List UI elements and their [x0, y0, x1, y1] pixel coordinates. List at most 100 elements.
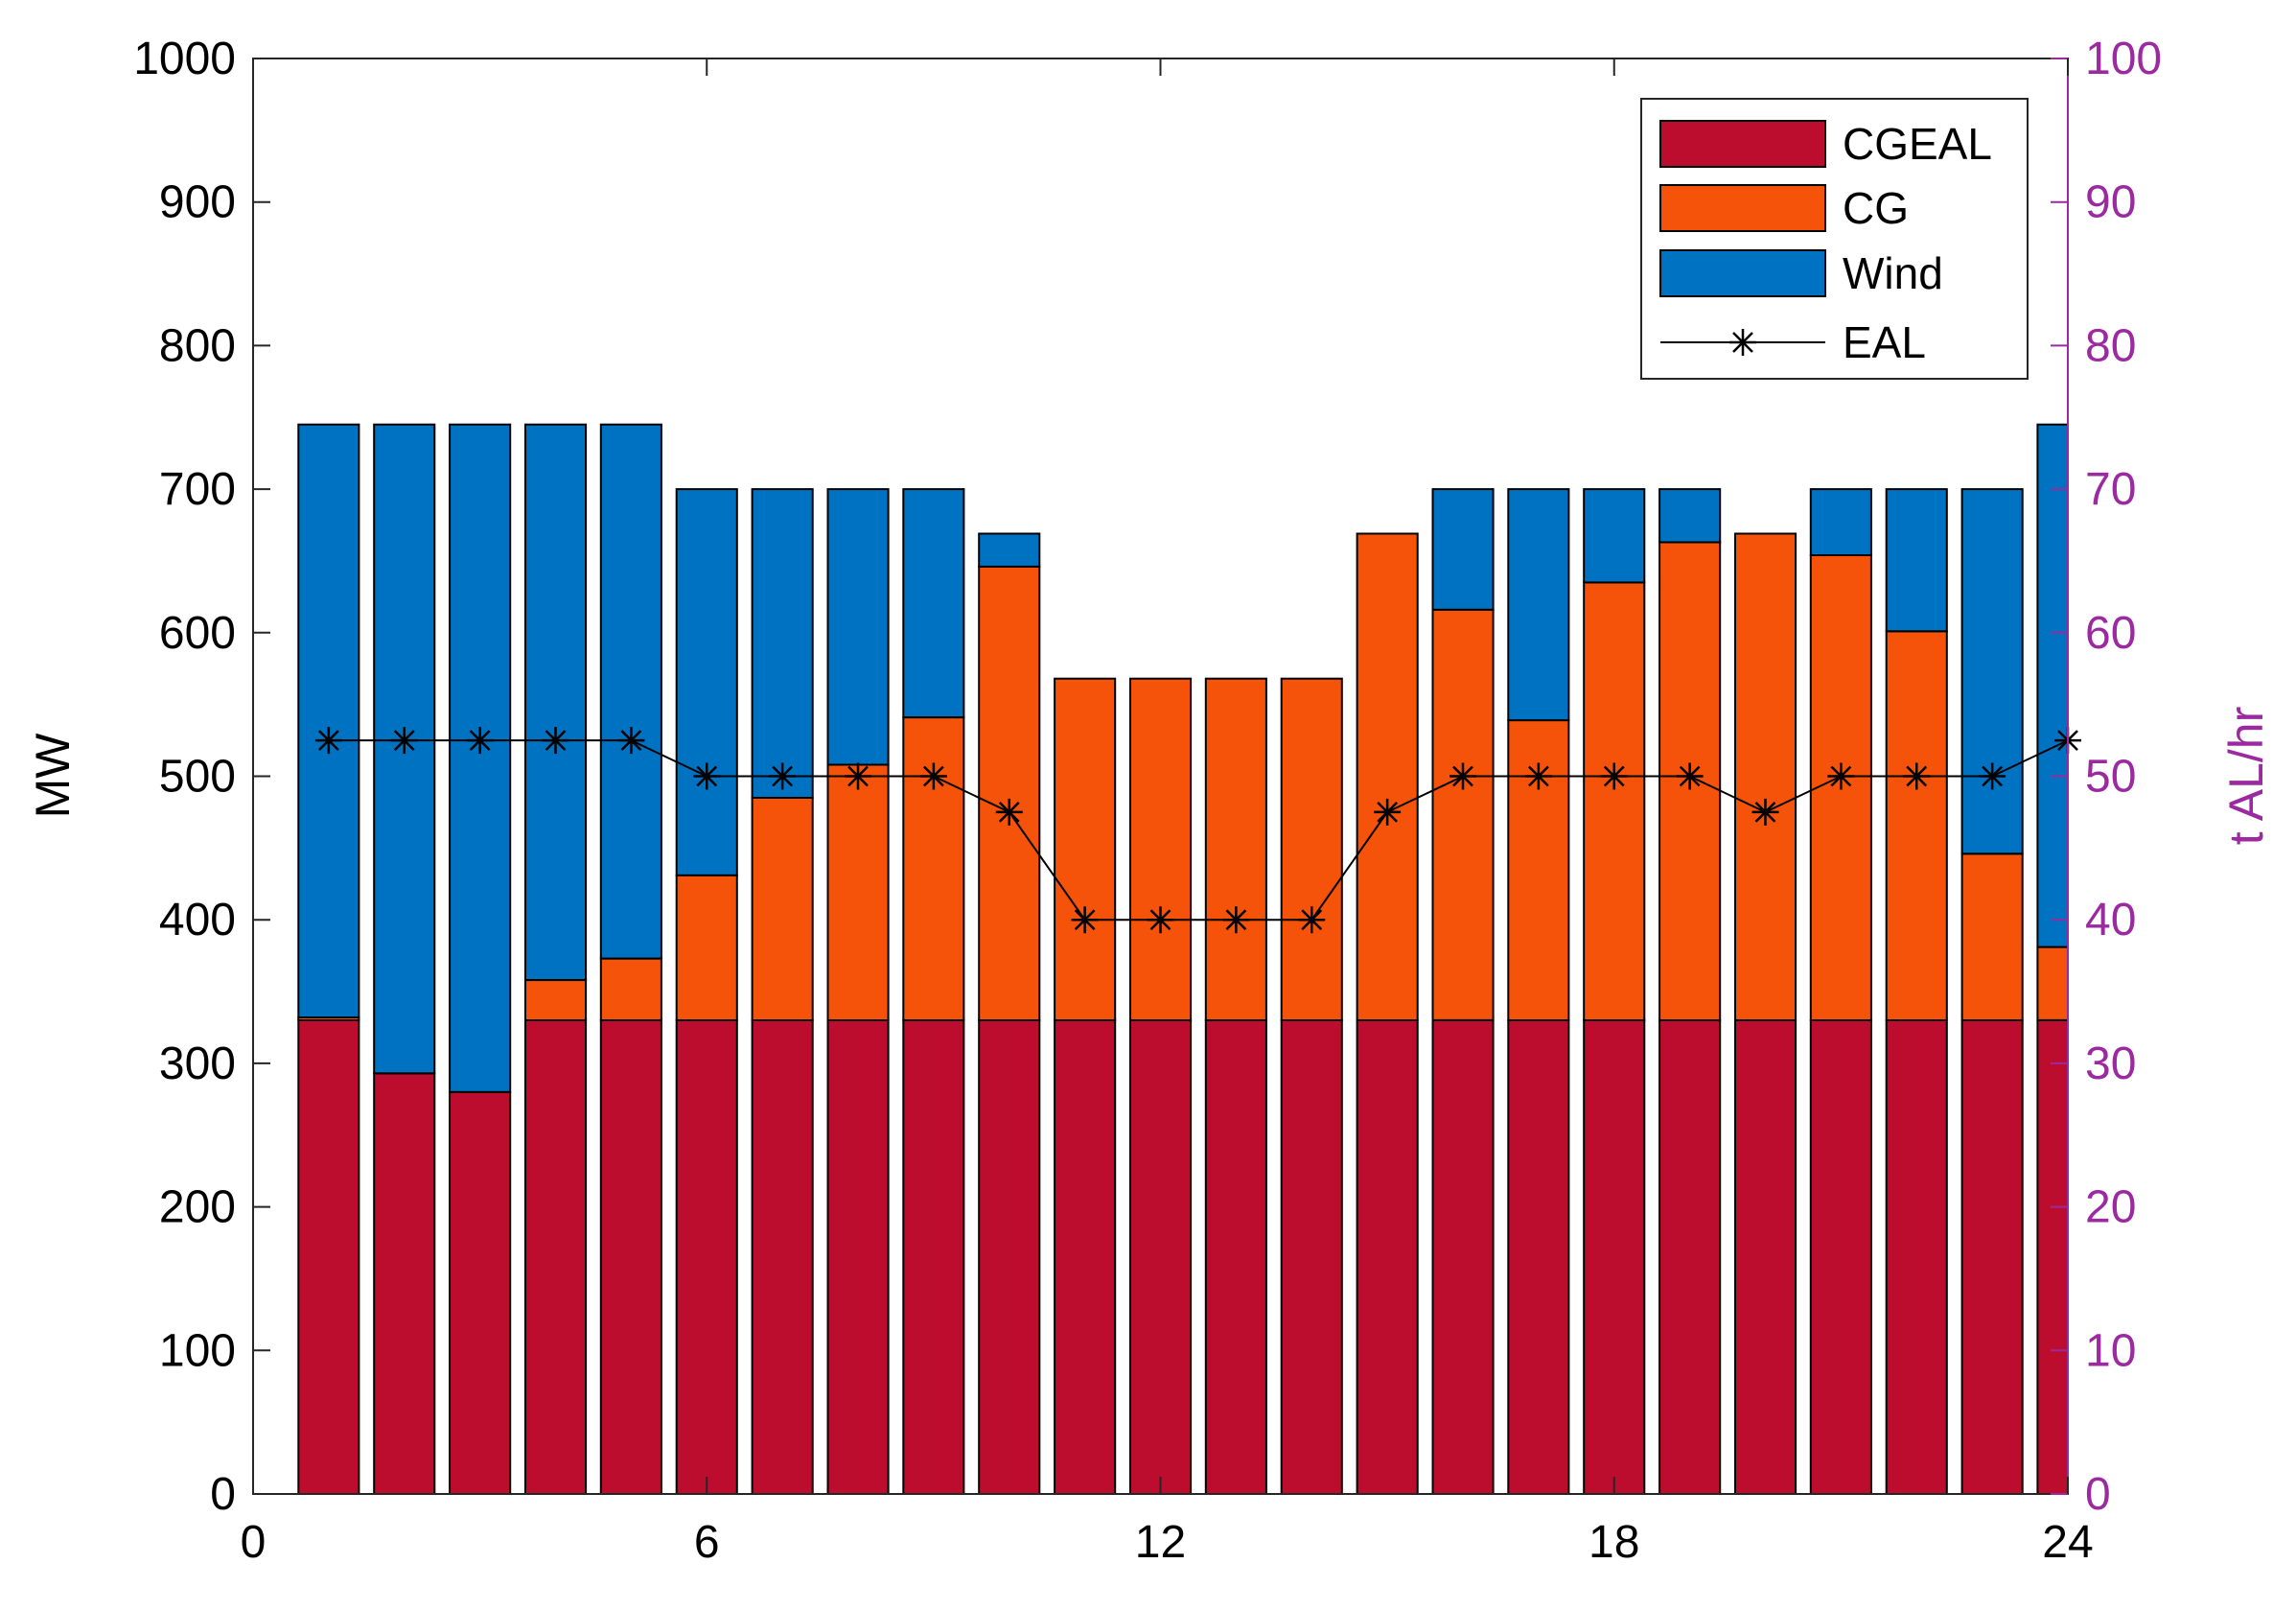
eal-point-7	[769, 762, 797, 790]
eal-line-layer	[314, 727, 2081, 934]
legend: CGEAL CG Wind EAL	[1640, 98, 2029, 380]
y2-tick-label: 50	[2085, 752, 2136, 803]
bar-cgeal-22	[1885, 1019, 1948, 1495]
bar-wind-7	[751, 488, 814, 799]
y2-tick-label: 60	[2085, 608, 2136, 659]
bar-cgeal-7	[751, 1019, 814, 1495]
y2-tick-label: 0	[2085, 1469, 2111, 1520]
bar-cgeal-23	[1960, 1019, 2024, 1495]
bar-cg-20	[1734, 532, 1797, 1021]
y-tick-label: 400	[159, 895, 236, 945]
eal-point-20	[1751, 798, 1779, 826]
y-tick-label: 1000	[133, 34, 236, 84]
bar-wind-5	[599, 423, 662, 960]
bar-cg-11	[1054, 677, 1117, 1021]
bar-cgeal-10	[978, 1019, 1041, 1495]
bar-cg-23	[1960, 852, 2024, 1021]
bar-cgeal-11	[1054, 1019, 1117, 1495]
bar-cgeal-24	[2036, 1019, 2069, 1495]
bar-cg-9	[902, 716, 965, 1021]
bar-wind-10	[978, 532, 1041, 568]
eal-point-10	[995, 798, 1023, 826]
y-tick-label: 800	[159, 320, 236, 371]
y2-tick-label: 80	[2085, 320, 2136, 371]
bar-cgeal-3	[449, 1090, 512, 1496]
bar-wind-4	[524, 423, 588, 981]
bar-cg-6	[675, 874, 738, 1021]
y-tick-label: 0	[210, 1469, 236, 1520]
bar-wind-6	[675, 488, 738, 876]
legend-label-eal: EAL	[1843, 317, 1926, 367]
bars-layer	[297, 423, 2069, 1496]
y-tick-label: 700	[159, 464, 236, 515]
bar-cgeal-6	[675, 1019, 738, 1495]
eal-point-17	[1524, 762, 1552, 790]
legend-label-wind: Wind	[1843, 248, 1943, 298]
eal-point-14	[1298, 906, 1326, 934]
ticks-layer: 0100200300400500600700800900100001020304…	[133, 34, 2162, 1568]
bar-wind-21	[1809, 488, 1872, 557]
y2-axis-title: t AL/hr	[2219, 707, 2273, 846]
bar-wind-16	[1431, 488, 1495, 611]
y-tick-label: 600	[159, 608, 236, 659]
bar-wind-3	[449, 423, 512, 1093]
eal-point-3	[466, 727, 494, 755]
bar-cg-14	[1280, 677, 1343, 1021]
legend-marker-eal	[1729, 329, 1756, 356]
eal-line	[328, 739, 2069, 922]
legend-swatch-cgeal	[1659, 120, 1826, 168]
eal-point-8	[845, 762, 871, 790]
eal-point-5	[617, 727, 645, 755]
x-tick-label: 18	[1589, 1517, 1639, 1568]
eal-point-11	[1071, 906, 1099, 934]
y-tick-label: 300	[159, 1038, 236, 1089]
legend-box	[1640, 98, 2029, 380]
bar-cgeal-21	[1809, 1019, 1872, 1495]
bar-wind-9	[902, 488, 965, 719]
bar-cg-7	[751, 797, 814, 1021]
eal-point-22	[1903, 762, 1931, 790]
bar-cgeal-8	[826, 1019, 890, 1495]
bar-wind-24	[2036, 423, 2069, 948]
y2-tick-label: 100	[2085, 34, 2162, 84]
bar-cg-10	[978, 565, 1041, 1022]
eal-point-21	[1827, 762, 1855, 790]
eal-point-13	[1222, 906, 1250, 934]
eal-point-19	[1676, 762, 1704, 790]
y-tick-label: 900	[159, 177, 236, 228]
bar-wind-8	[826, 488, 890, 766]
bar-cgeal-12	[1129, 1019, 1193, 1495]
bar-wind-19	[1658, 488, 1722, 544]
eal-point-2	[390, 727, 418, 755]
legend-swatch-cg	[1659, 184, 1826, 232]
bar-cgeal-1	[297, 1019, 360, 1495]
bar-cg-22	[1885, 630, 1948, 1021]
bar-cg-24	[2036, 945, 2069, 1021]
y2-tick-label: 90	[2085, 177, 2136, 228]
bar-cgeal-14	[1280, 1019, 1343, 1495]
x-tick-label: 0	[241, 1517, 267, 1568]
y2-tick-label: 30	[2085, 1038, 2136, 1089]
bar-cgeal-16	[1431, 1019, 1495, 1495]
eal-point-4	[542, 727, 569, 755]
bar-wind-1	[297, 423, 360, 1018]
eal-point-16	[1449, 762, 1476, 790]
bar-cgeal-2	[373, 1072, 436, 1496]
eal-point-9	[919, 762, 947, 790]
eal-point-23	[1979, 762, 2006, 790]
bar-cg-8	[826, 763, 890, 1021]
eal-point-18	[1600, 762, 1628, 790]
bar-cgeal-18	[1583, 1019, 1646, 1495]
bar-cg-15	[1356, 532, 1419, 1021]
bar-cgeal-17	[1507, 1019, 1570, 1495]
bar-wind-22	[1885, 488, 1948, 633]
bar-cg-18	[1583, 581, 1646, 1022]
bar-cgeal-13	[1204, 1019, 1267, 1495]
bar-cg-5	[599, 957, 662, 1021]
y2-tick-label: 10	[2085, 1325, 2136, 1376]
bar-cgeal-20	[1734, 1019, 1797, 1495]
eal-point-15	[1374, 798, 1402, 826]
x-tick-label: 6	[694, 1517, 720, 1568]
bar-cgeal-9	[902, 1019, 965, 1495]
